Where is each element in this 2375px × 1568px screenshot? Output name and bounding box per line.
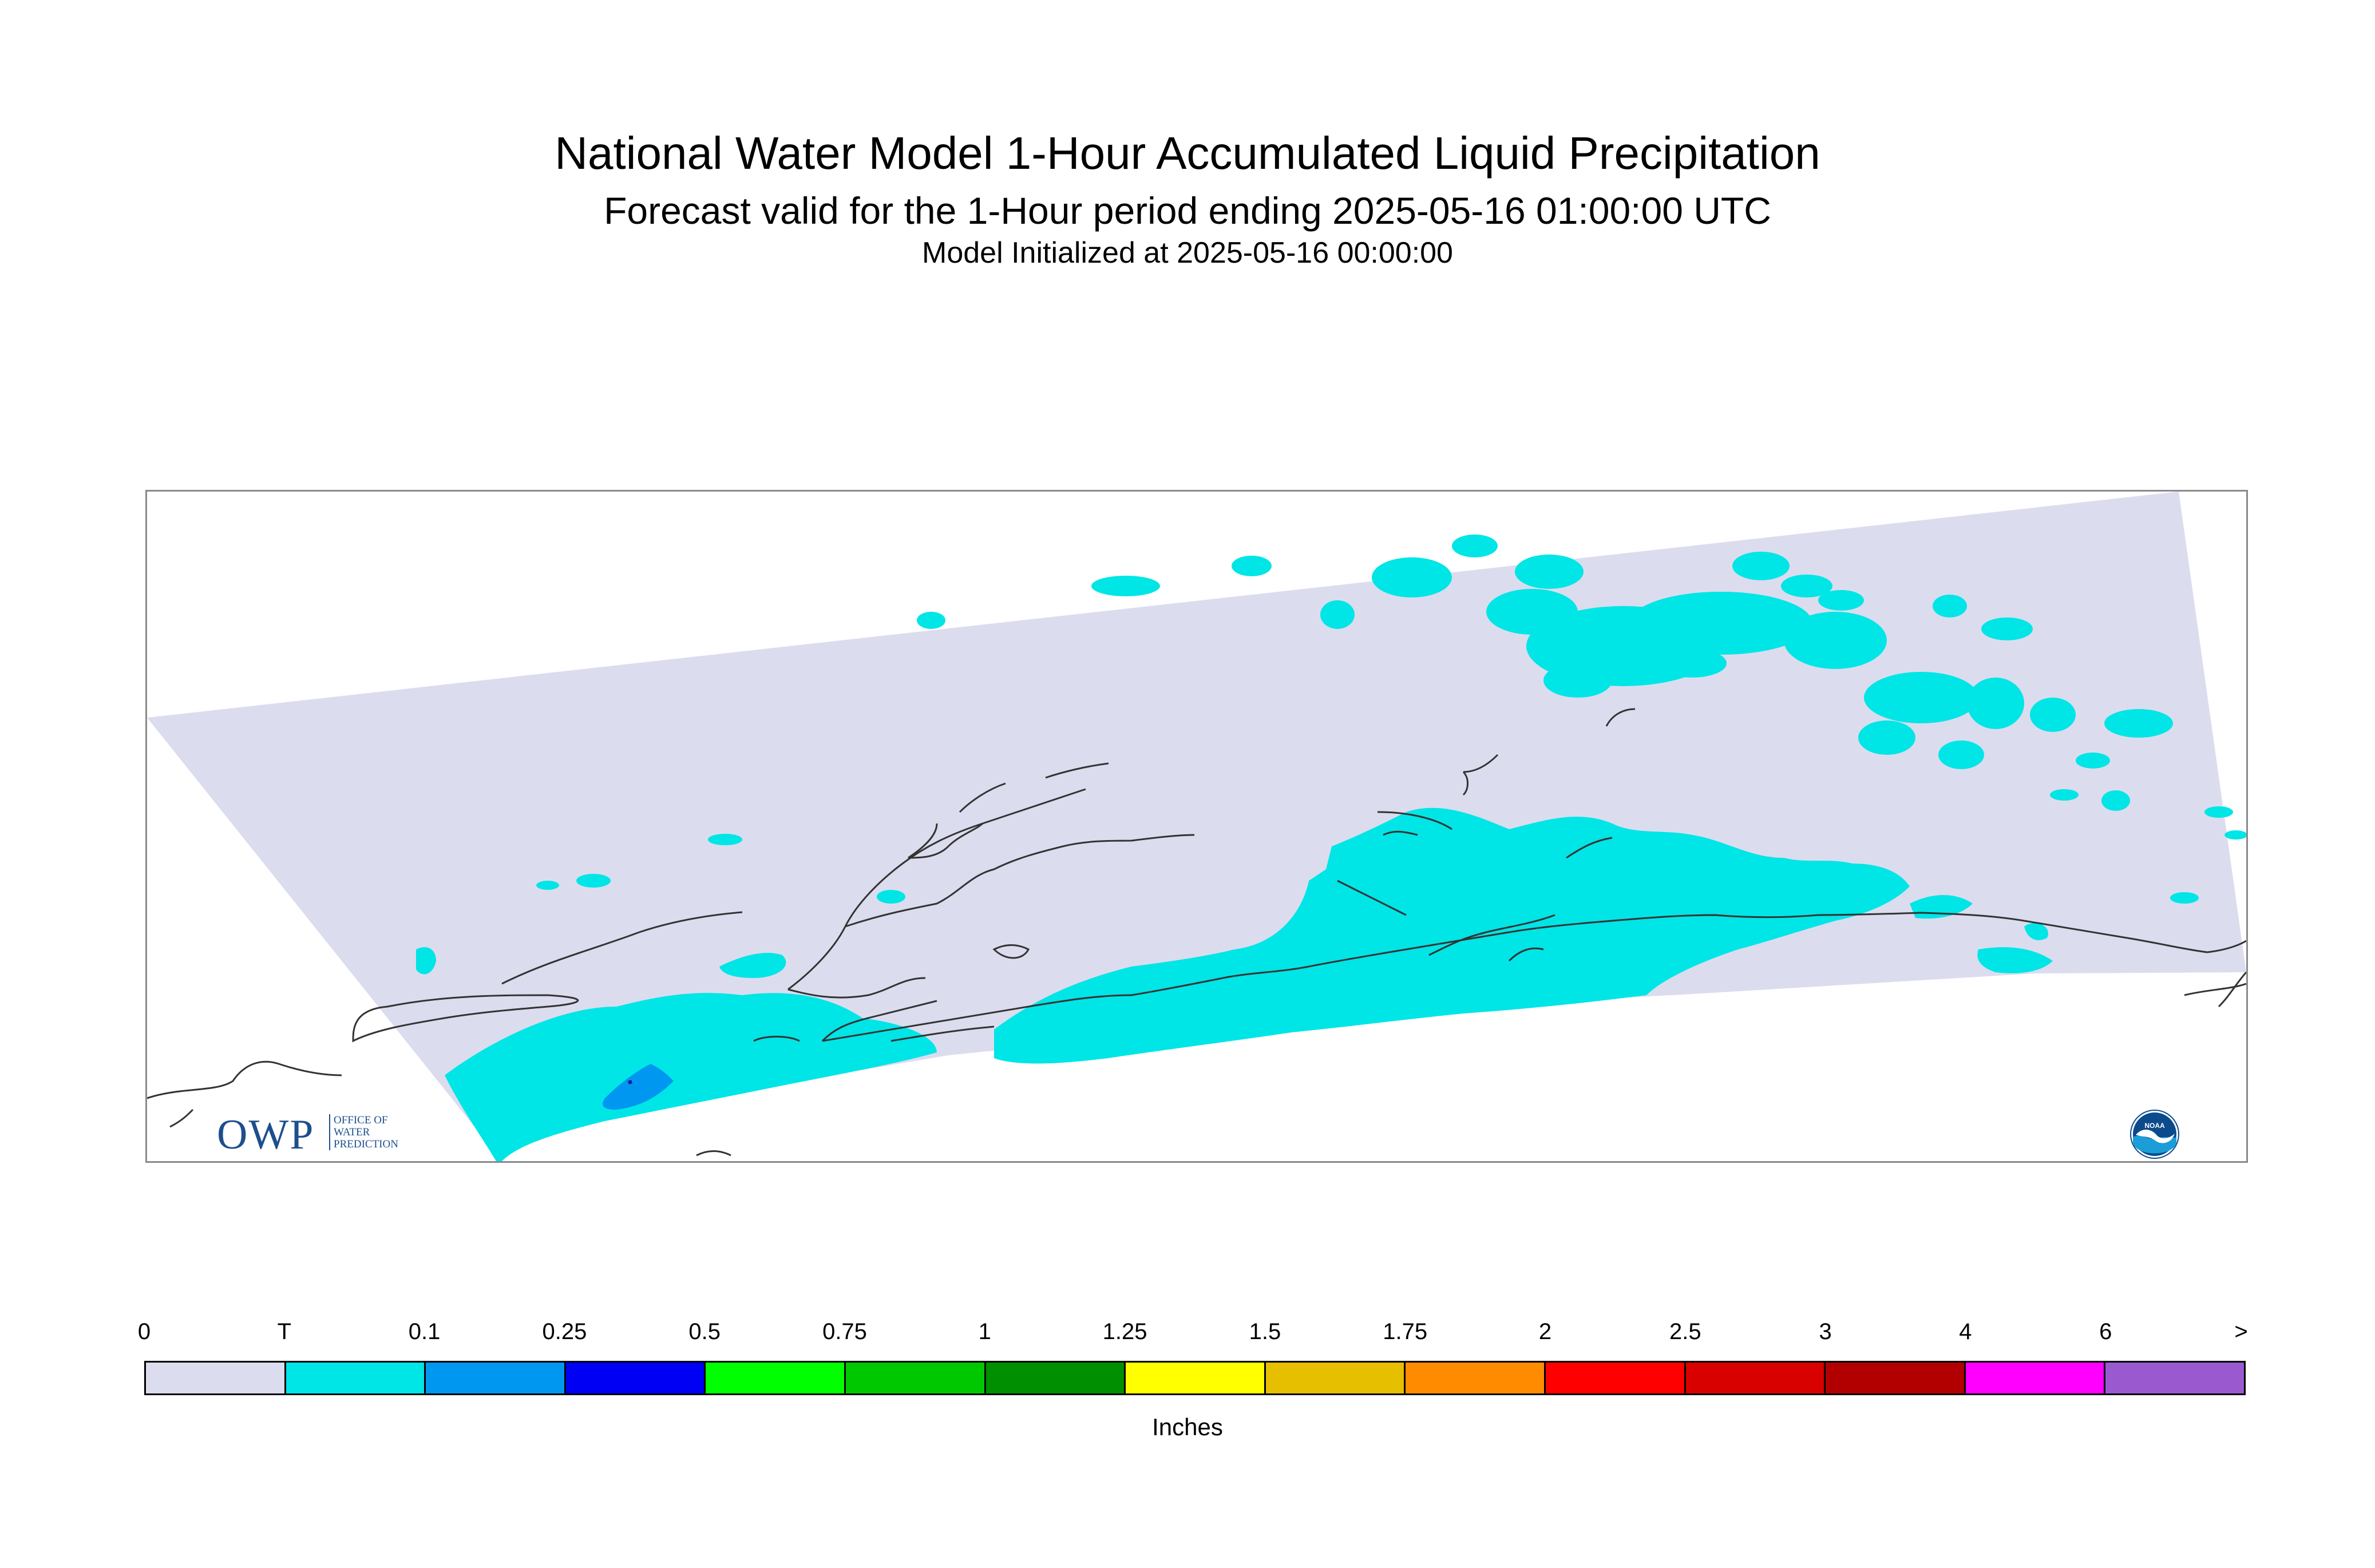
svg-text:NOAA: NOAA xyxy=(2144,1122,2165,1130)
coastlines xyxy=(147,708,2246,1157)
legend-tick-label: 2.5 xyxy=(1669,1319,1701,1344)
legend-color-box xyxy=(426,1363,566,1393)
legend-color-box xyxy=(1545,1363,1686,1393)
map-panel: OWP OFFICE OF WATER PREDICTION NOAA xyxy=(145,490,2248,1163)
legend-color-box xyxy=(565,1363,706,1393)
owp-logo-mark: OWP xyxy=(217,1111,315,1158)
legend-labels: 0 T 0.1 0.25 0.5 0.75 1 1.25 1.5 1.75 2 2.5 3 4 6 > xyxy=(0,1319,2375,1353)
map-subtitle: Forecast valid for the 1-Hour period end… xyxy=(604,189,1771,232)
legend-color-box xyxy=(1965,1363,2106,1393)
legend-color-box xyxy=(706,1363,846,1393)
owp-logo-line: WATER xyxy=(334,1126,370,1138)
precip-legend-bar xyxy=(144,1361,2246,1395)
legend-tick-label: 2 xyxy=(1538,1319,1552,1344)
legend-tick-label: 3 xyxy=(1819,1319,1832,1344)
owp-logo-text: OFFICE OF WATER PREDICTION xyxy=(329,1114,448,1150)
light-precip-area xyxy=(603,1064,674,1110)
legend-unit-label: Inches xyxy=(1152,1413,1223,1440)
map-title: National Water Model 1-Hour Accumulated … xyxy=(555,128,1820,179)
legend-tick-label: 0.25 xyxy=(542,1319,587,1344)
legend-color-box xyxy=(1685,1363,1826,1393)
legend-tick-label: 1.25 xyxy=(1102,1319,1147,1344)
owp-logo-line: PREDICTION xyxy=(334,1138,398,1150)
noaa-emblem-icon: NOAA xyxy=(2130,1110,2179,1159)
legend-color-box xyxy=(985,1363,1126,1393)
legend-tick-label: 0 xyxy=(137,1319,151,1344)
legend-tick-label: 1.75 xyxy=(1383,1319,1428,1344)
legend-color-box xyxy=(2105,1363,2244,1393)
legend-tick-label: > xyxy=(2234,1319,2248,1344)
model-init-text: Model Initialized at 2025-05-16 00:00:00 xyxy=(922,236,1453,270)
legend-color-box xyxy=(1126,1363,1266,1393)
legend-color-box xyxy=(845,1363,986,1393)
legend-tick-label: 6 xyxy=(2099,1319,2112,1344)
precipitation-map xyxy=(147,492,2246,1161)
legend-tick-label: T xyxy=(277,1319,292,1344)
legend-color-box xyxy=(1265,1363,1406,1393)
trace-precip-areas xyxy=(416,534,2246,1161)
legend-color-box xyxy=(1826,1363,1966,1393)
legend-tick-label: 0.1 xyxy=(408,1319,441,1344)
owp-logo-line: OFFICE OF xyxy=(334,1114,388,1126)
legend-color-box xyxy=(146,1363,286,1393)
legend-tick-label: 4 xyxy=(1959,1319,1972,1344)
legend-tick-label: 0.5 xyxy=(688,1319,721,1344)
legend-color-box xyxy=(286,1363,426,1393)
legend-tick-label: 1.5 xyxy=(1249,1319,1281,1344)
legend-color-box xyxy=(1406,1363,1546,1393)
legend-tick-label: 1 xyxy=(978,1319,991,1344)
legend-tick-label: 0.75 xyxy=(822,1319,867,1344)
